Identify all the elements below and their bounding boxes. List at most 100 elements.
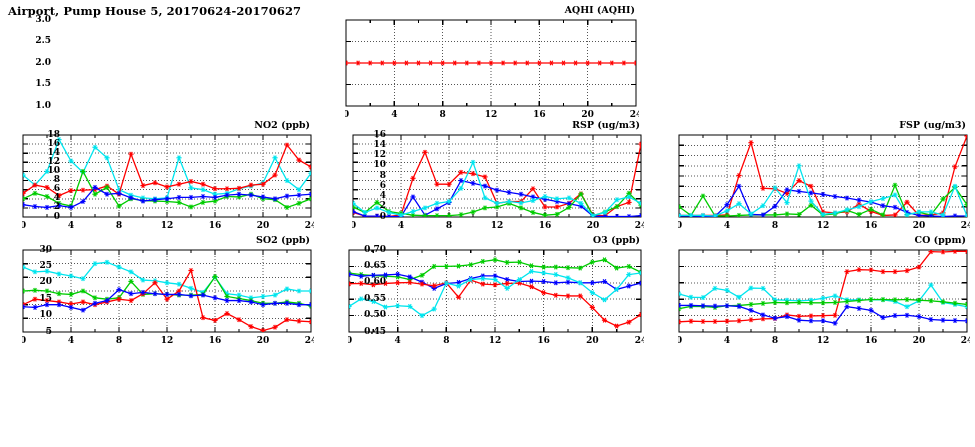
grid-lines-rsp <box>353 135 641 217</box>
series-markers-blue <box>679 302 967 326</box>
plot-no2: 04 8 12 16 20 24 <box>22 134 314 231</box>
svg-text:24: 24 <box>305 221 314 231</box>
y-tick-label: 0 <box>379 211 386 222</box>
svg-text:20: 20 <box>581 110 594 120</box>
y-tick-label: 8 <box>53 175 60 186</box>
series-markers-red <box>23 267 311 332</box>
svg-text:12: 12 <box>489 336 502 346</box>
svg-text:12: 12 <box>817 336 830 346</box>
page-title: Airport, Pump House 5, 20170624-20170627 <box>8 4 302 18</box>
svg-text:20: 20 <box>587 221 600 231</box>
y-tick-label: 0.60 <box>364 277 386 288</box>
plot-fsp: 0 4 8 12 16 20 24 <box>678 134 970 231</box>
grid-lines-so2 <box>23 250 311 332</box>
y-tick-label: 18 <box>47 129 60 140</box>
axis-ticks-o3 <box>348 249 642 333</box>
svg-text:16: 16 <box>865 221 878 231</box>
svg-text:20: 20 <box>257 336 270 346</box>
y-tick-label: 12 <box>47 156 60 167</box>
x-tick-labels-rsp: 0 4 8 12 16 20 24 <box>352 221 644 231</box>
y-tick-label: 30 <box>39 244 52 255</box>
x-tick-labels-o3: 0 4 8 12 16 20 24 <box>348 336 644 346</box>
svg-text:20: 20 <box>913 336 926 346</box>
plot-aqhi: 0 4 8 12 16 20 24 <box>345 19 639 120</box>
svg-text:20: 20 <box>586 336 599 346</box>
svg-text:12: 12 <box>817 221 830 231</box>
svg-text:16: 16 <box>209 336 222 346</box>
svg-text:0: 0 <box>345 110 349 120</box>
y-tick-label: 0 <box>53 211 60 222</box>
panel-o3: O3 (ppb) 0 4 8 12 16 20 24 5 10 15 20 25 30 <box>39 235 644 348</box>
x-tick-labels-no2: 0 4 8 12 16 20 24 <box>22 221 314 231</box>
axis-ticks-aqhi <box>345 19 637 107</box>
y-tick-label: 4 <box>379 191 386 201</box>
svg-text:8: 8 <box>443 336 449 346</box>
svg-text:12: 12 <box>161 336 174 346</box>
panel-no2: NO2 (ppb)04812162024024681012141618 <box>22 120 314 233</box>
svg-text:24: 24 <box>961 221 970 231</box>
y-tick-label: 25 <box>39 260 52 271</box>
y-tick-label: 2.5 <box>35 36 51 46</box>
grid-lines-o3 <box>349 250 641 332</box>
y-tick-label: 0.45 <box>364 326 386 337</box>
svg-text:24: 24 <box>630 110 639 120</box>
panel-co: CO (ppm) 0 4 8 12 16 20 24 0.45 0.50 0.55 0.60 0.65 0… <box>364 235 970 348</box>
y-tick-label: 5 <box>45 326 52 337</box>
plot-rsp: 04812162024 <box>352 134 644 231</box>
svg-text:8: 8 <box>116 336 122 346</box>
svg-text:4: 4 <box>391 110 397 120</box>
series-group-aqhi <box>346 60 636 66</box>
x-tick-labels-aqhi: 0 4 8 12 16 20 24 <box>345 110 639 120</box>
plot-o3: 0 4 8 12 16 20 24 <box>348 249 644 346</box>
y-tick-label: 0.70 <box>364 244 386 255</box>
series-markers-red <box>679 250 967 325</box>
series-markers-red <box>349 277 641 329</box>
series-markers-blue <box>23 287 311 313</box>
y-tick-label: 20 <box>39 277 52 288</box>
panel-title-rsp: RSP (ug/m3) <box>572 120 640 131</box>
y-tick-label: 16 <box>47 138 60 149</box>
panel-title-o3: O3 (ppb) <box>592 235 640 246</box>
y-tick-label: 14 <box>373 139 386 150</box>
svg-text:16: 16 <box>537 336 550 346</box>
svg-text:12: 12 <box>161 221 174 231</box>
svg-text:0: 0 <box>352 221 356 231</box>
svg-text:24: 24 <box>961 336 970 346</box>
x-tick-labels-so2: 0 4 8 12 16 20 24 <box>22 336 314 346</box>
series-markers-red <box>346 60 636 66</box>
svg-text:20: 20 <box>913 221 926 231</box>
svg-text:4: 4 <box>395 336 401 346</box>
svg-text:12: 12 <box>491 221 504 231</box>
svg-text:0: 0 <box>678 336 682 346</box>
y-tick-label: 3.0 <box>35 14 51 25</box>
svg-text:4: 4 <box>68 221 74 231</box>
y-tick-label: 1.5 <box>35 79 51 89</box>
y-tick-label: 10 <box>373 160 386 171</box>
y-tick-label: 6 <box>53 184 60 195</box>
svg-text:8: 8 <box>446 221 452 231</box>
axis-ticks-so2 <box>22 249 312 333</box>
svg-text:4: 4 <box>398 221 404 231</box>
panel-title-so2: SO2 (ppb) <box>256 235 310 246</box>
panel-title-no2: NO2 (ppb) <box>254 120 310 131</box>
plot-so2: 0 4 8 12 16 20 24 <box>22 249 314 346</box>
panel-rsp: RSP (ug/m3)04812162024024681012141618 <box>47 120 644 233</box>
svg-text:8: 8 <box>772 221 778 231</box>
series-markers-cyan <box>679 163 967 217</box>
series-group-so2 <box>23 259 311 332</box>
y-tick-label: 8 <box>379 170 386 181</box>
series-group-o3 <box>349 257 641 329</box>
panel-title-fsp: FSP (ug/m3) <box>899 120 966 131</box>
y-tick-label: 12 <box>373 150 386 160</box>
series-line-cyan <box>679 163 967 217</box>
y-tick-label: 2 <box>379 201 386 212</box>
series-line-red <box>23 268 311 332</box>
y-tick-label: 15 <box>39 293 52 304</box>
y-tick-label: 0.55 <box>364 293 386 304</box>
y-tick-label: 16 <box>373 129 386 140</box>
svg-text:20: 20 <box>257 221 270 231</box>
svg-text:24: 24 <box>305 336 314 346</box>
x-tick-labels-fsp: 0 4 8 12 16 20 24 <box>678 221 970 231</box>
axis-ticks-no2 <box>22 134 312 218</box>
svg-text:8: 8 <box>772 336 778 346</box>
